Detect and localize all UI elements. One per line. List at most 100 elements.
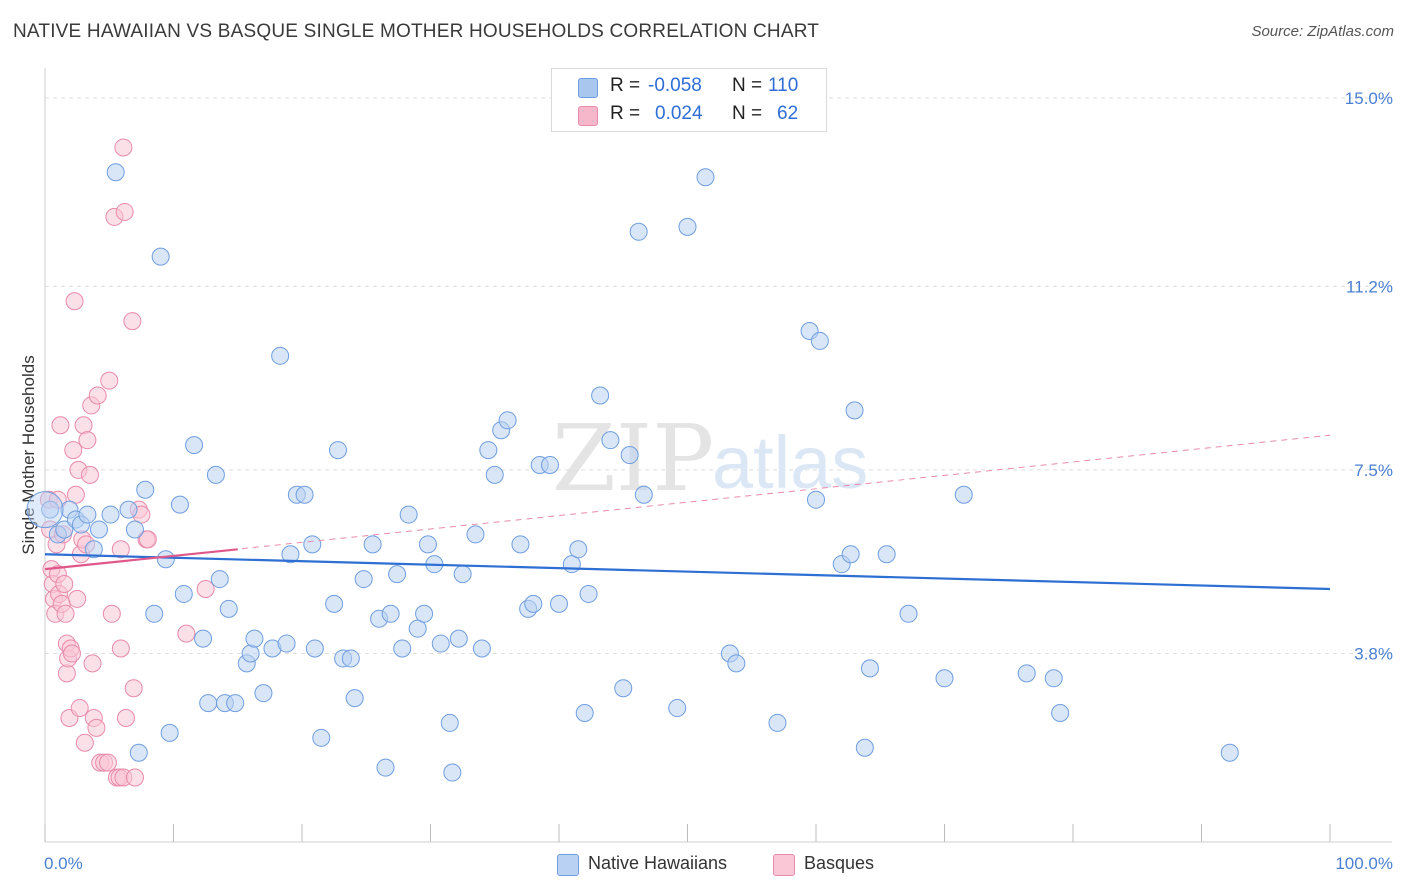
native-hawaiians-point [325, 594, 344, 613]
native-hawaiians-point [678, 217, 697, 236]
native-hawaiians-point [55, 520, 74, 539]
legend-r-value: 0.024 [655, 103, 703, 124]
y-tick-label: 15.0% [1345, 89, 1393, 108]
basques-points [39, 138, 215, 787]
native-hawaiians-point [399, 505, 418, 524]
native-hawaiians-point [125, 520, 144, 539]
native-hawaiians-point [569, 540, 588, 559]
native-hawaiians-point [106, 163, 125, 182]
basques-point [115, 202, 134, 221]
native-hawaiians-point [810, 331, 829, 350]
basques-point [51, 416, 70, 435]
native-hawaiians-point [466, 525, 485, 544]
native-hawaiians-point [101, 505, 120, 524]
native-hawaiians-point [341, 649, 360, 668]
native-hawaiians-point [727, 654, 746, 673]
y-tick-label: 7.5% [1354, 461, 1393, 480]
basques-point [125, 768, 144, 787]
basques-point [114, 138, 133, 157]
native-hawaiians-point [601, 431, 620, 450]
native-hawaiians-point [449, 629, 468, 648]
native-hawaiians-point [345, 689, 364, 708]
native-hawaiians-point [1044, 669, 1063, 688]
native-hawaiians-point [634, 485, 653, 504]
native-hawaiians-point [129, 743, 148, 762]
native-hawaiians-point [899, 604, 918, 623]
native-hawaiians-point [245, 629, 264, 648]
native-hawaiians-point [511, 535, 530, 554]
native-hawaiians-point-large [26, 491, 64, 529]
native-hawaiians-point [84, 540, 103, 559]
native-hawaiians-point [877, 545, 896, 564]
legend-swatch-basques [773, 854, 795, 876]
native-hawaiians-point [170, 495, 189, 514]
native-hawaiians-point [328, 441, 347, 460]
native-hawaiians-point [151, 247, 170, 266]
native-hawaiians-point [363, 535, 382, 554]
legend-label-basques: Basques [804, 853, 875, 873]
basques-point [123, 312, 142, 331]
native-hawaiians-point [807, 490, 825, 509]
basques-point [111, 540, 130, 559]
y-tick-label: 3.8% [1354, 644, 1393, 663]
x-tick-label: 100.0% [1335, 854, 1393, 873]
native-hawaiians-point [241, 644, 260, 663]
native-hawaiians-point [418, 535, 437, 554]
basques-point [98, 753, 117, 772]
native-hawaiians-point [841, 545, 860, 564]
stats-legend: R = -0.058 N = 110 R = 0.024 N = 62 [551, 68, 827, 132]
legend-row-native-hawaiians: R = -0.058 N = 110 [552, 73, 826, 101]
basques-point [88, 386, 107, 405]
native-hawaiians-point [541, 455, 560, 474]
native-hawaiians-point [524, 594, 543, 613]
native-hawaiians-point [271, 346, 290, 365]
native-hawaiians-point [453, 565, 472, 584]
y-tick-label: 11.2% [1346, 277, 1393, 296]
legend-n-value: 62 [777, 103, 799, 124]
legend-n-value: 110 [768, 75, 799, 96]
native-hawaiians-point [199, 694, 218, 713]
basques-point [66, 485, 85, 504]
native-hawaiians-point [119, 500, 138, 519]
native-hawaiians-point [388, 565, 407, 584]
native-hawaiians-point [136, 480, 155, 499]
native-hawaiians-point [281, 545, 300, 564]
native-hawaiians-point [219, 599, 238, 618]
native-hawaiians-point [303, 535, 322, 554]
native-hawaiians-point [485, 465, 504, 484]
native-hawaiians-point [620, 446, 639, 465]
native-hawaiians-point [629, 222, 648, 241]
basques-point [111, 639, 130, 658]
native-hawaiians-point [550, 594, 568, 613]
native-hawaiians-point [1017, 664, 1036, 683]
native-hawaiians-point [277, 634, 296, 653]
gridlines [45, 97, 1392, 654]
native-hawaiians-point [254, 684, 273, 703]
basques-point [57, 664, 76, 683]
native-hawaiians-point [354, 570, 373, 589]
native-hawaiians-point [393, 639, 412, 658]
native-hawaiians-point [575, 704, 594, 723]
native-hawaiians-point [194, 629, 213, 648]
basques-point [62, 644, 81, 663]
basques-point [56, 604, 75, 623]
basques-point [196, 579, 215, 598]
native-hawaiians-point [376, 758, 395, 777]
legend-swatch-native-hawaiians [557, 854, 579, 876]
native-hawaiians-point [295, 485, 314, 504]
basques-point [78, 431, 97, 450]
legend-n-label: N = [732, 75, 763, 96]
native-hawaiians-point [206, 465, 225, 484]
native-hawaiians-point [305, 639, 324, 658]
native-hawaiians-point [1051, 704, 1070, 723]
legend-n-label: N = [732, 103, 763, 124]
basques-point [124, 679, 143, 698]
native-hawaiians-point [185, 436, 204, 455]
native-hawaiians-point [440, 713, 459, 732]
native-hawaiians-point [614, 679, 633, 698]
native-hawaiians-point [431, 634, 450, 653]
basques-point [100, 371, 119, 390]
basques-point [55, 575, 74, 594]
axes [44, 68, 1392, 843]
